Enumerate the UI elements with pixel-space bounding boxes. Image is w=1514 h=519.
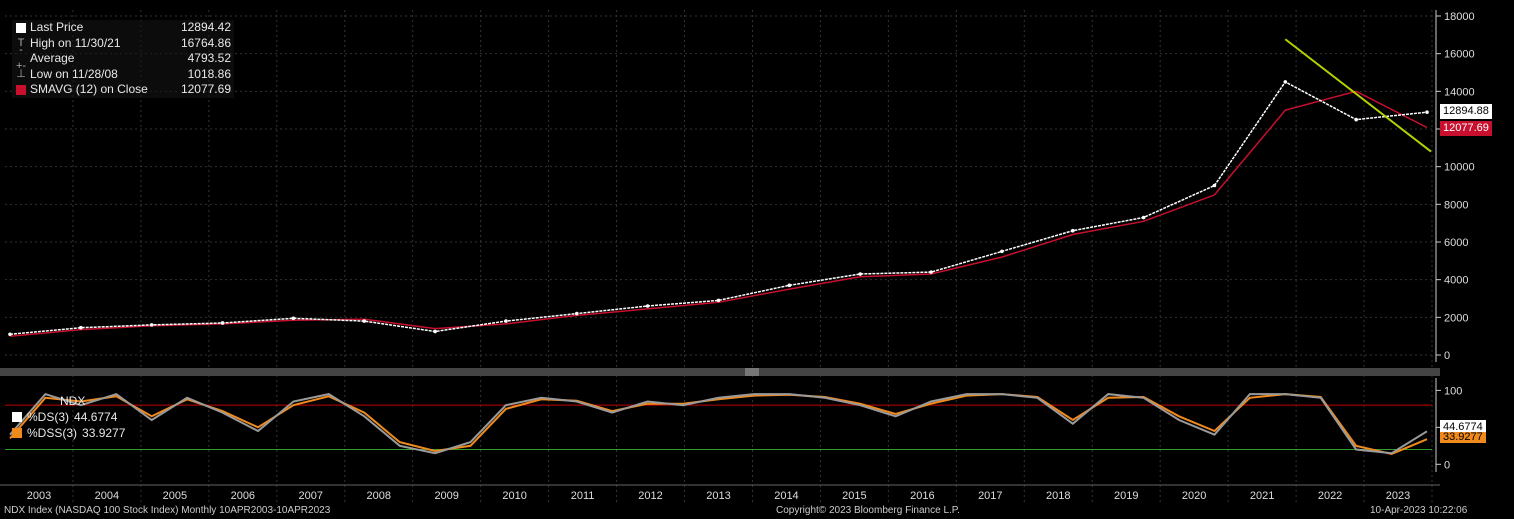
price-point xyxy=(787,283,792,288)
low-marker-icon: ⊥ xyxy=(16,67,26,80)
x-tick-label: 2011 xyxy=(571,490,595,502)
y-tick-label: 6000 xyxy=(1444,237,1468,249)
footer-copyright: Copyright© 2023 Bloomberg Finance L.P. xyxy=(776,505,960,516)
average-marker-icon: -+- xyxy=(16,44,27,72)
smavg-tag: 12077.69 xyxy=(1440,121,1492,136)
price-point xyxy=(1354,117,1358,122)
price-point xyxy=(1000,249,1004,254)
x-tick-label: 2008 xyxy=(366,490,390,502)
price-point xyxy=(929,270,933,274)
price-point xyxy=(645,304,650,308)
x-tick-label: 2014 xyxy=(774,490,798,502)
oscillator-title: NDX xyxy=(60,394,86,408)
x-tick-label: 2007 xyxy=(299,490,323,502)
high-marker-icon: T xyxy=(17,36,25,49)
ds-tag: 44.6774 xyxy=(1440,420,1486,435)
x-tick-label: 2022 xyxy=(1318,490,1342,502)
price-point xyxy=(433,329,437,334)
dss-tag: 33.9277 xyxy=(1440,432,1486,443)
price-point xyxy=(149,323,154,327)
y-tick-label: 0 xyxy=(1444,350,1450,362)
last-price-tag: 12894.88 xyxy=(1440,104,1492,119)
last-price-label: Last Price xyxy=(30,20,84,34)
dss-value: 33.9277 xyxy=(82,426,126,440)
ds-label: %DS(3) xyxy=(27,410,70,424)
trend-line xyxy=(1284,38,1432,153)
price-line xyxy=(9,80,1428,336)
price-point xyxy=(504,319,508,323)
y-tick-label: 8000 xyxy=(1444,199,1468,211)
x-tick-label: 2003 xyxy=(27,490,51,502)
x-tick-label: 2016 xyxy=(910,490,934,502)
smavg-value: 12077.69 xyxy=(180,82,231,96)
white-square-icon xyxy=(12,412,22,422)
x-tick-label: 2021 xyxy=(1250,490,1274,502)
y-tick-label: 10000 xyxy=(1444,162,1475,174)
last-price-value: 12894.42 xyxy=(180,20,231,34)
x-tick-label: 2020 xyxy=(1182,490,1206,502)
price-point xyxy=(1212,183,1217,188)
footer-security: NDX Index (NASDAQ 100 Stock Index) Month… xyxy=(4,505,331,516)
panel-divider xyxy=(0,368,1440,376)
smavg-label: SMAVG (12) on Close xyxy=(30,82,148,96)
price-point xyxy=(575,311,579,316)
y-tick-label: 2000 xyxy=(1444,312,1468,324)
y-tick-label: 16000 xyxy=(1444,49,1475,61)
x-tick-label: 2019 xyxy=(1114,490,1138,502)
ds-value: 44.6774 xyxy=(74,410,118,424)
price-point xyxy=(716,298,721,303)
x-tick-label: 2012 xyxy=(638,490,662,502)
low-value: 1018.86 xyxy=(187,66,231,81)
y-tick-label: 14000 xyxy=(1444,86,1475,98)
x-tick-label: 2006 xyxy=(231,490,255,502)
dss-line xyxy=(9,393,1428,456)
price-point xyxy=(1283,80,1288,84)
x-tick-label: 2015 xyxy=(842,490,866,502)
price-point xyxy=(79,325,83,330)
osc-y-tick-label: 100 xyxy=(1444,385,1462,397)
x-tick-label: 2004 xyxy=(95,490,119,502)
ds-line xyxy=(9,392,1428,455)
price-point xyxy=(1070,228,1075,233)
x-tick-label: 2023 xyxy=(1386,490,1410,502)
high-label: High on 11/30/21 xyxy=(30,35,121,50)
price-point xyxy=(362,319,367,323)
y-tick-label: 4000 xyxy=(1444,275,1468,287)
dss-label: %DSS(3) xyxy=(27,426,78,440)
x-tick-label: 2005 xyxy=(163,490,187,502)
average-value: 4793.52 xyxy=(187,51,231,65)
price-point xyxy=(220,321,225,325)
x-tick-label: 2018 xyxy=(1046,490,1070,502)
x-tick-label: 2013 xyxy=(706,490,730,502)
orange-square-icon xyxy=(12,428,22,438)
price-point xyxy=(8,332,12,337)
price-point xyxy=(858,272,862,276)
average-label: Average xyxy=(30,51,75,65)
y-tick-label: 18000 xyxy=(1444,11,1475,23)
oscillator-legend: NDX %DS(3) 44.6774 %DSS(3) 33.9277 xyxy=(12,393,125,441)
x-tick-label: 2017 xyxy=(978,490,1002,502)
x-tick-label: 2009 xyxy=(434,490,458,502)
red-square-icon xyxy=(16,84,26,95)
low-label: Low on 11/28/08 xyxy=(30,66,118,81)
divider-handle xyxy=(745,368,759,376)
osc-y-tick-label: 0 xyxy=(1444,459,1450,471)
high-value: 16764.86 xyxy=(180,35,231,50)
footer-timestamp: 10-Apr-2023 10:22:06 xyxy=(1370,505,1468,516)
price-point xyxy=(1425,110,1429,114)
white-square-icon xyxy=(16,22,26,33)
x-tick-label: 2010 xyxy=(502,490,526,502)
price-point xyxy=(1141,215,1146,220)
price-point xyxy=(291,316,296,321)
price-legend: Last Price 12894.42 T High on 11/30/21 1676… xyxy=(12,20,234,98)
smavg-line xyxy=(9,90,1428,337)
